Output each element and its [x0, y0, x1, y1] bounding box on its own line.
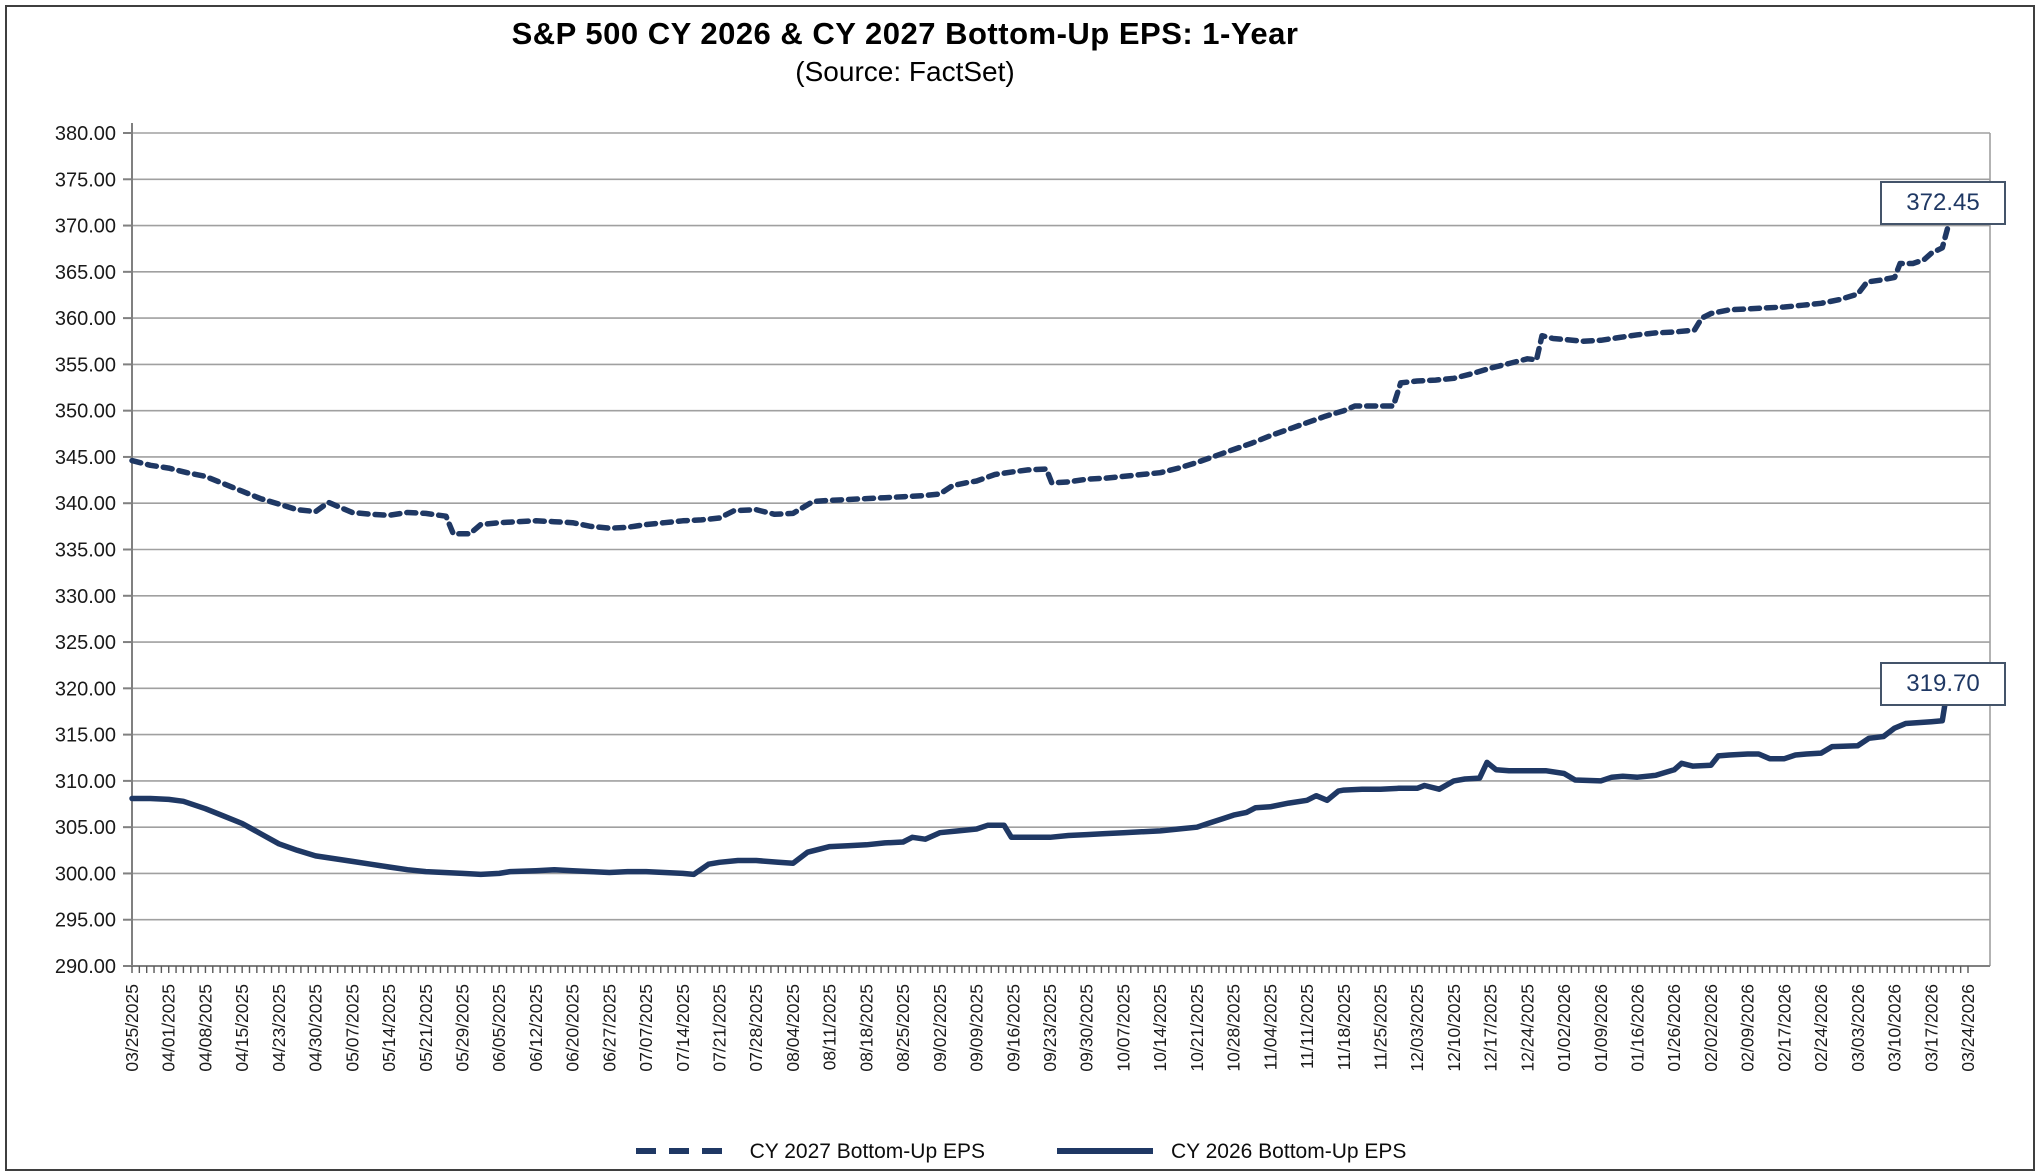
svg-text:310.00: 310.00 [55, 771, 116, 793]
svg-text:05/21/2025: 05/21/2025 [416, 984, 436, 1072]
svg-text:01/26/2026: 01/26/2026 [1664, 984, 1684, 1072]
svg-text:12/17/2025: 12/17/2025 [1481, 984, 1501, 1072]
chart-legend: CY 2027 Bottom-Up EPS CY 2026 Bottom-Up … [0, 1140, 2040, 1164]
chart-subtitle: (Source: FactSet) [795, 56, 1015, 87]
svg-text:340.00: 340.00 [55, 493, 116, 515]
svg-text:04/08/2025: 04/08/2025 [195, 984, 215, 1072]
svg-text:10/28/2025: 10/28/2025 [1224, 984, 1244, 1072]
cy2027-end-value-label: 372.45 [1880, 181, 2006, 225]
svg-text:03/17/2026: 03/17/2026 [1921, 984, 1941, 1072]
legend-solid-sample [1055, 1143, 1155, 1161]
svg-text:370.00: 370.00 [55, 216, 116, 238]
svg-text:03/24/2026: 03/24/2026 [1958, 984, 1978, 1072]
svg-text:380.00: 380.00 [55, 123, 116, 145]
svg-text:315.00: 315.00 [55, 725, 116, 747]
svg-text:08/04/2025: 08/04/2025 [783, 984, 803, 1072]
svg-text:06/20/2025: 06/20/2025 [563, 984, 583, 1072]
svg-text:06/27/2025: 06/27/2025 [599, 984, 619, 1072]
chart-outer-frame [5, 5, 2035, 1171]
svg-text:05/29/2025: 05/29/2025 [452, 984, 472, 1072]
svg-text:320.00: 320.00 [55, 678, 116, 700]
svg-text:07/28/2025: 07/28/2025 [746, 984, 766, 1072]
svg-text:350.00: 350.00 [55, 401, 116, 423]
svg-text:07/21/2025: 07/21/2025 [710, 984, 730, 1072]
svg-text:02/17/2026: 02/17/2026 [1774, 984, 1794, 1072]
svg-text:365.00: 365.00 [55, 262, 116, 284]
legend-dash-sample [634, 1143, 734, 1161]
svg-text:10/14/2025: 10/14/2025 [1150, 984, 1170, 1072]
svg-text:04/23/2025: 04/23/2025 [269, 984, 289, 1072]
svg-text:12/10/2025: 12/10/2025 [1444, 984, 1464, 1072]
svg-text:08/18/2025: 08/18/2025 [856, 984, 876, 1072]
svg-text:03/10/2026: 03/10/2026 [1885, 984, 1905, 1072]
svg-text:09/23/2025: 09/23/2025 [1040, 984, 1060, 1072]
svg-text:07/07/2025: 07/07/2025 [636, 984, 656, 1072]
chart-title: S&P 500 CY 2026 & CY 2027 Bottom-Up EPS:… [511, 16, 1299, 51]
svg-text:12/03/2025: 12/03/2025 [1407, 984, 1427, 1072]
svg-text:04/15/2025: 04/15/2025 [232, 984, 252, 1072]
svg-text:345.00: 345.00 [55, 447, 116, 469]
svg-text:300.00: 300.00 [55, 863, 116, 885]
svg-text:01/09/2026: 01/09/2026 [1591, 984, 1611, 1072]
legend-item-cy2027: CY 2027 Bottom-Up EPS [634, 1140, 985, 1164]
svg-text:295.00: 295.00 [55, 910, 116, 932]
svg-text:305.00: 305.00 [55, 817, 116, 839]
svg-text:02/09/2026: 02/09/2026 [1738, 984, 1758, 1072]
svg-text:03/25/2025: 03/25/2025 [122, 984, 142, 1072]
svg-text:09/09/2025: 09/09/2025 [967, 984, 987, 1072]
svg-text:11/25/2025: 11/25/2025 [1370, 984, 1390, 1070]
svg-text:01/16/2026: 01/16/2026 [1628, 984, 1648, 1072]
svg-text:07/14/2025: 07/14/2025 [673, 984, 693, 1072]
cy2026-end-value-label: 319.70 [1880, 662, 2006, 706]
svg-text:05/07/2025: 05/07/2025 [342, 984, 362, 1072]
svg-text:11/04/2025: 11/04/2025 [1260, 984, 1280, 1070]
svg-text:11/18/2025: 11/18/2025 [1334, 984, 1354, 1070]
svg-text:325.00: 325.00 [55, 632, 116, 654]
svg-text:12/24/2025: 12/24/2025 [1517, 984, 1537, 1072]
svg-text:09/30/2025: 09/30/2025 [1077, 984, 1097, 1072]
svg-text:335.00: 335.00 [55, 540, 116, 562]
svg-text:05/14/2025: 05/14/2025 [379, 984, 399, 1072]
svg-text:06/05/2025: 06/05/2025 [489, 984, 509, 1072]
svg-text:330.00: 330.00 [55, 586, 116, 608]
legend-label-cy2026: CY 2026 Bottom-Up EPS [1171, 1140, 1407, 1163]
svg-text:03/03/2026: 03/03/2026 [1848, 984, 1868, 1072]
svg-text:02/02/2026: 02/02/2026 [1701, 984, 1721, 1072]
svg-text:360.00: 360.00 [55, 308, 116, 330]
svg-text:08/11/2025: 08/11/2025 [820, 984, 840, 1070]
legend-item-cy2026: CY 2026 Bottom-Up EPS [1055, 1140, 1406, 1164]
svg-text:06/12/2025: 06/12/2025 [526, 984, 546, 1072]
svg-text:10/21/2025: 10/21/2025 [1187, 984, 1207, 1072]
svg-text:375.00: 375.00 [55, 169, 116, 191]
svg-text:09/16/2025: 09/16/2025 [1003, 984, 1023, 1072]
svg-text:10/07/2025: 10/07/2025 [1113, 984, 1133, 1072]
chart-header: S&P 500 CY 2026 & CY 2027 Bottom-Up EPS:… [80, 16, 1730, 88]
svg-text:02/24/2026: 02/24/2026 [1811, 984, 1831, 1072]
svg-text:04/30/2025: 04/30/2025 [306, 984, 326, 1072]
svg-text:01/02/2026: 01/02/2026 [1554, 984, 1574, 1072]
svg-text:08/25/2025: 08/25/2025 [893, 984, 913, 1072]
svg-text:09/02/2025: 09/02/2025 [930, 984, 950, 1072]
svg-text:04/01/2025: 04/01/2025 [159, 984, 179, 1072]
svg-text:11/11/2025: 11/11/2025 [1297, 984, 1317, 1069]
legend-label-cy2027: CY 2027 Bottom-Up EPS [749, 1140, 985, 1163]
svg-text:355.00: 355.00 [55, 354, 116, 376]
svg-text:290.00: 290.00 [55, 956, 116, 978]
